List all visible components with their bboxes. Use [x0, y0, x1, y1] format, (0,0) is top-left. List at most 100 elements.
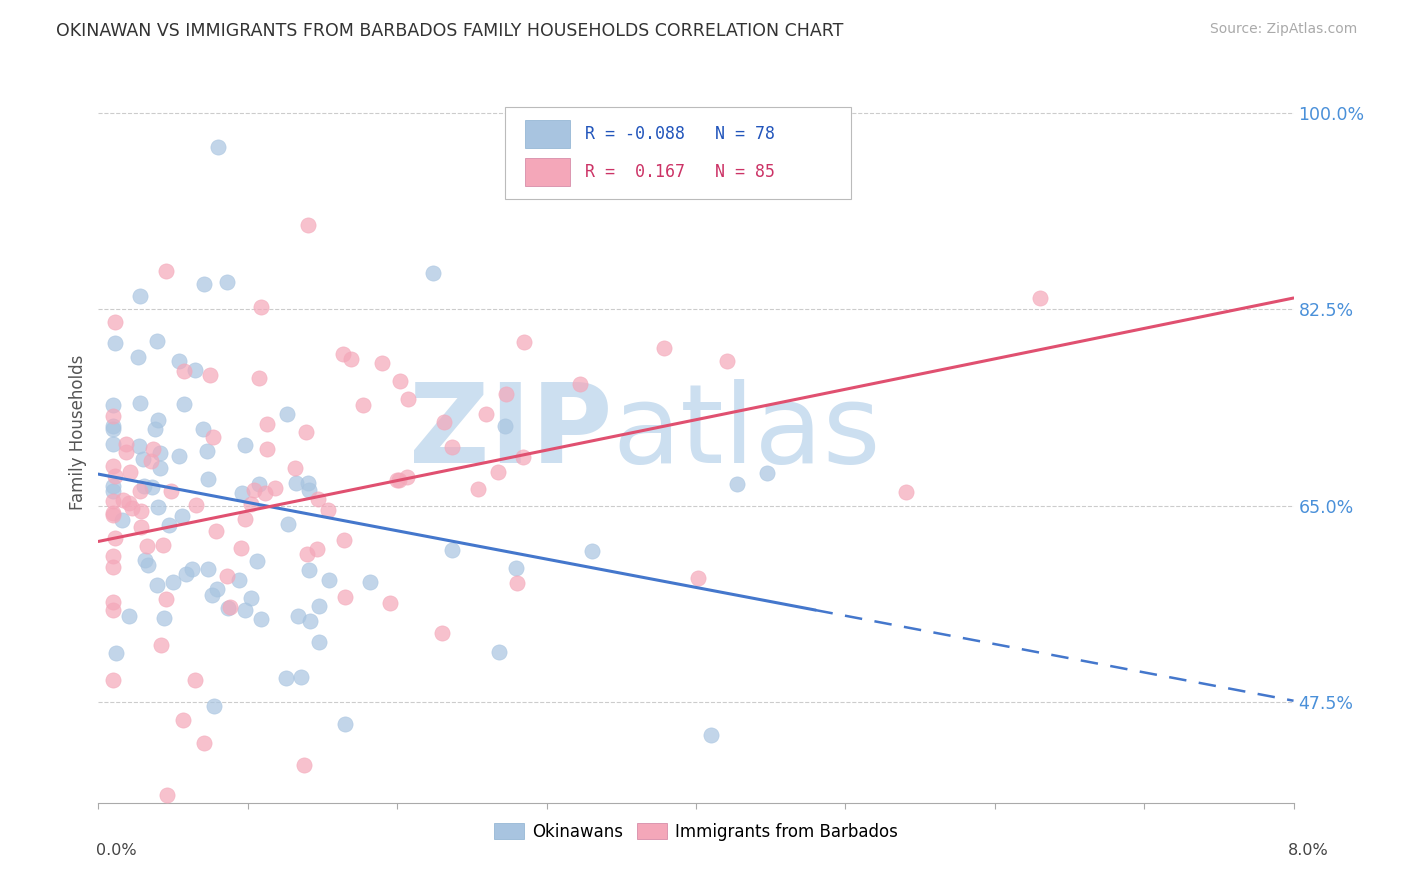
Point — [333, 716, 356, 731]
Point — [193, 277, 215, 292]
Text: 0.0%: 0.0% — [96, 843, 136, 858]
Point — [157, 518, 180, 533]
Point — [298, 483, 321, 497]
Point — [512, 450, 534, 465]
Point — [128, 396, 150, 410]
Point — [250, 612, 273, 626]
Point — [149, 446, 172, 460]
Point — [186, 498, 208, 512]
Point — [433, 415, 456, 429]
Point — [340, 352, 363, 367]
Point — [183, 673, 205, 687]
Point — [395, 470, 418, 484]
Point — [103, 594, 125, 608]
Point — [141, 480, 163, 494]
Point — [103, 479, 125, 493]
Point — [103, 409, 125, 423]
Point — [103, 508, 125, 523]
Point — [146, 334, 169, 349]
Point — [246, 554, 269, 568]
Point — [103, 506, 125, 520]
Point — [128, 439, 150, 453]
Point — [103, 673, 125, 688]
Point — [295, 425, 318, 439]
Point — [219, 599, 242, 614]
Point — [127, 351, 149, 365]
Point — [231, 541, 253, 555]
Point — [240, 496, 263, 510]
Point — [148, 500, 170, 515]
Point — [247, 477, 270, 491]
Point — [512, 334, 534, 349]
Y-axis label: Family Households: Family Households — [69, 355, 87, 510]
Point — [494, 419, 516, 434]
Point — [195, 444, 218, 458]
Point — [191, 422, 214, 436]
Point — [308, 599, 330, 613]
Point — [299, 614, 322, 628]
Point — [285, 475, 308, 490]
Point — [297, 547, 319, 561]
Point — [104, 336, 127, 351]
Text: R = -0.088   N = 78: R = -0.088 N = 78 — [585, 126, 775, 144]
Point — [197, 562, 219, 576]
Point — [198, 368, 221, 382]
Point — [111, 513, 134, 527]
Point — [568, 377, 591, 392]
Point — [129, 288, 152, 302]
Point — [207, 139, 229, 153]
Point — [333, 590, 356, 604]
Point — [385, 473, 408, 487]
Point — [142, 442, 165, 456]
FancyBboxPatch shape — [505, 107, 852, 200]
Point — [103, 494, 125, 508]
Point — [256, 442, 278, 456]
Point — [247, 371, 270, 385]
Point — [172, 714, 194, 728]
Point — [440, 542, 463, 557]
Point — [104, 531, 127, 545]
Point — [149, 461, 172, 475]
Text: 8.0%: 8.0% — [1288, 843, 1329, 858]
Point — [181, 562, 204, 576]
Point — [250, 300, 273, 314]
Point — [143, 422, 166, 436]
Bar — [524, 158, 571, 186]
Point — [686, 570, 709, 584]
Point — [253, 485, 276, 500]
Point — [103, 422, 125, 436]
Point — [103, 559, 125, 574]
Point — [111, 493, 134, 508]
Point — [725, 477, 748, 491]
Point — [652, 341, 675, 355]
Point — [139, 454, 162, 468]
Point — [389, 374, 412, 388]
Point — [215, 276, 238, 290]
Point — [191, 843, 214, 857]
Point — [1028, 291, 1050, 305]
Point — [114, 437, 136, 451]
Point — [103, 602, 125, 616]
Point — [131, 504, 153, 518]
Point — [467, 482, 489, 496]
Point — [239, 591, 262, 606]
Point — [103, 483, 125, 498]
Point — [276, 672, 298, 686]
Point — [332, 347, 354, 361]
Point — [118, 609, 141, 624]
Text: Source: ZipAtlas.com: Source: ZipAtlas.com — [1209, 22, 1357, 37]
Point — [173, 397, 195, 411]
Point — [896, 485, 918, 500]
Point — [201, 587, 224, 601]
Point — [396, 392, 419, 406]
Point — [505, 576, 527, 591]
Point — [103, 459, 125, 474]
Point — [486, 465, 509, 479]
Point — [440, 440, 463, 454]
Point — [104, 646, 127, 660]
Point — [305, 541, 328, 556]
Point — [371, 355, 394, 369]
Text: atlas: atlas — [613, 379, 880, 486]
Point — [152, 538, 174, 552]
Point — [276, 407, 298, 421]
